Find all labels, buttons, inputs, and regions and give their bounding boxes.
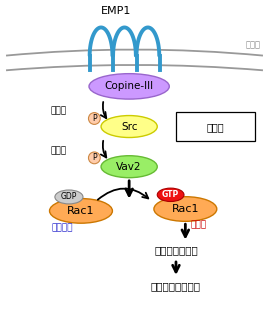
Text: Src: Src [121, 122, 137, 131]
Text: P: P [92, 153, 97, 162]
Ellipse shape [49, 198, 112, 223]
Ellipse shape [89, 74, 169, 99]
Circle shape [89, 112, 100, 125]
Text: 活性化: 活性化 [50, 106, 66, 115]
Circle shape [89, 152, 100, 164]
Text: Rac1: Rac1 [67, 206, 95, 216]
Text: 不活性型: 不活性型 [51, 223, 73, 232]
Text: Rac1: Rac1 [172, 204, 199, 214]
Text: 細胞運動の亢進: 細胞運動の亢進 [154, 245, 198, 255]
Text: P: P [92, 114, 97, 123]
Ellipse shape [154, 197, 217, 221]
Text: 活性化: 活性化 [50, 146, 66, 155]
Text: Copine-III: Copine-III [105, 82, 154, 91]
Text: 細胞内: 細胞内 [207, 122, 224, 132]
FancyBboxPatch shape [176, 112, 255, 141]
Text: 活性型: 活性型 [191, 220, 207, 229]
Ellipse shape [157, 188, 184, 202]
Text: Vav2: Vav2 [116, 162, 142, 172]
Text: EMP1: EMP1 [101, 6, 131, 16]
Text: GTP: GTP [162, 190, 179, 199]
Text: GDP: GDP [61, 192, 77, 202]
Text: 細胞膜: 細胞膜 [245, 40, 260, 49]
Ellipse shape [101, 156, 157, 178]
Ellipse shape [101, 116, 157, 137]
Text: がんの転移の促進: がんの転移の促進 [151, 281, 201, 291]
Ellipse shape [55, 190, 83, 204]
